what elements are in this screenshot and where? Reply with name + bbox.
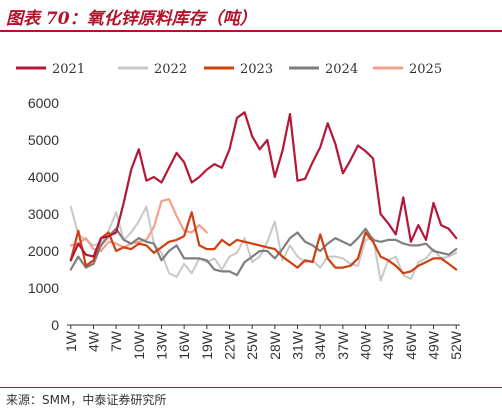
x-tick-label: 28W [267,330,283,360]
y-tick-label: 4000 [28,169,59,185]
x-tick-label: 37W [335,330,351,360]
y-tick-label: 6000 [28,95,59,111]
legend-label-2024: 2024 [325,62,358,77]
x-tick-label: 34W [312,330,328,360]
series-line-2021 [69,111,458,262]
x-tick-label: 43W [380,330,396,360]
x-tick-label: 46W [403,330,419,360]
x-tick-label: 19W [199,330,215,360]
title-divider [0,30,502,32]
legend-label-2021: 2021 [52,62,85,77]
series-line-2024 [69,227,458,277]
series-lines [69,111,458,282]
x-tick-label: 1W [63,330,79,352]
series-line-2022 [69,205,458,282]
x-tick-label: 25W [244,330,260,360]
y-tick-label: 1000 [28,280,59,296]
x-tick-label: 52W [448,330,464,360]
x-tick-label: 40W [358,330,374,360]
legend: 2021 2022 2023 2024 2025 [16,62,442,77]
y-tick-label: 0 [51,317,59,333]
x-axis-ticks: 1W 4W 7W 10W 13W 16W 19W 22W 25W 28W 31W 34W 37W 40W 4… [63,325,464,360]
legend-label-2025: 2025 [409,62,442,77]
x-tick-label: 31W [290,330,306,360]
y-axis-ticks: 0 1000 2000 3000 4000 5000 6000 [28,95,59,333]
x-tick-label: 4W [85,330,101,352]
x-tick-label: 16W [176,330,192,360]
series-line-2025 [69,198,208,253]
x-tick-label: 22W [221,330,237,360]
chart-title: 图表 70：氧化锌原料库存（吨） [6,9,257,29]
y-tick-label: 5000 [28,132,59,148]
y-tick-label: 2000 [28,243,59,259]
x-tick-label: 13W [153,330,169,360]
source-note: 来源：SMM，中泰证券研究所 [6,393,167,407]
x-tick-label: 10W [131,330,147,360]
series-line-2023 [69,211,458,275]
x-tick-label: 49W [426,330,442,360]
footer-divider [0,387,502,388]
legend-label-2023: 2023 [240,62,273,77]
legend-label-2022: 2022 [154,62,187,77]
y-tick-label: 3000 [28,206,59,222]
x-tick-label: 7W [108,330,124,352]
